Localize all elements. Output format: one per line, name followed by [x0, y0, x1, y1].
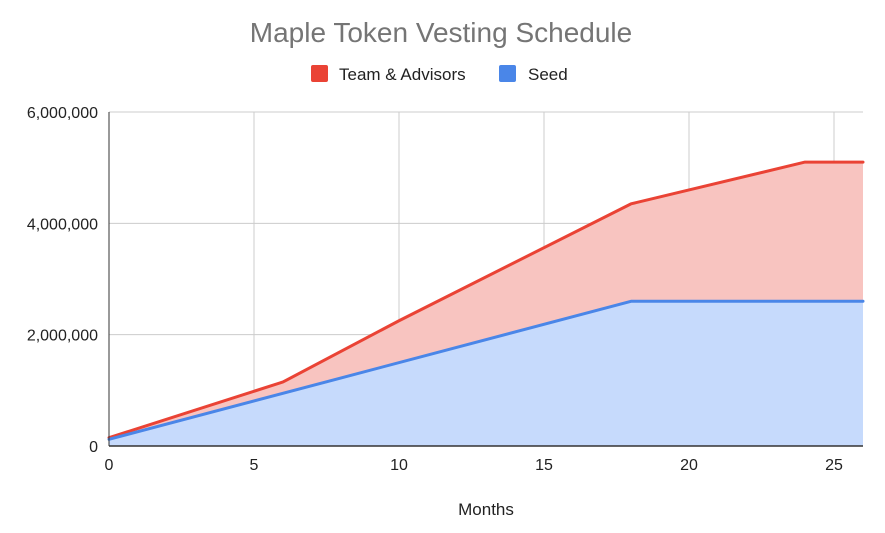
x-axis-title: Months: [458, 500, 514, 519]
x-tick-label: 15: [535, 457, 553, 474]
series-area-seed: [109, 301, 863, 446]
tick-labels: 0 2,000,000 4,000,000 6,000,000 0 5 10 15 20 25: [27, 105, 843, 474]
x-tick-label: 10: [390, 457, 408, 474]
legend-item-team-advisors[interactable]: Team & Advisors: [311, 65, 466, 84]
series-line-seed[interactable]: [107, 299, 865, 441]
y-tick-label: 6,000,000: [27, 105, 98, 122]
legend-item-seed[interactable]: Seed: [499, 65, 568, 84]
series-layer: [107, 160, 865, 446]
axes: [108, 112, 863, 447]
legend-label-seed: Seed: [528, 65, 568, 84]
legend-swatch-seed: [499, 65, 516, 82]
y-tick-label: 2,000,000: [27, 328, 98, 345]
legend-label-team-advisors: Team & Advisors: [339, 65, 466, 84]
legend-swatch-team-advisors: [311, 65, 328, 82]
x-tick-label: 0: [105, 457, 114, 474]
x-tick-label: 20: [680, 457, 698, 474]
legend: Team & Advisors Seed: [311, 65, 568, 84]
series-line-team-advisors[interactable]: [107, 160, 865, 440]
chart-title: Maple Token Vesting Schedule: [250, 17, 632, 48]
x-tick-label: 25: [825, 457, 843, 474]
y-tick-label: 4,000,000: [27, 216, 98, 233]
y-tick-label: 0: [89, 439, 98, 456]
x-tick-label: 5: [250, 457, 259, 474]
